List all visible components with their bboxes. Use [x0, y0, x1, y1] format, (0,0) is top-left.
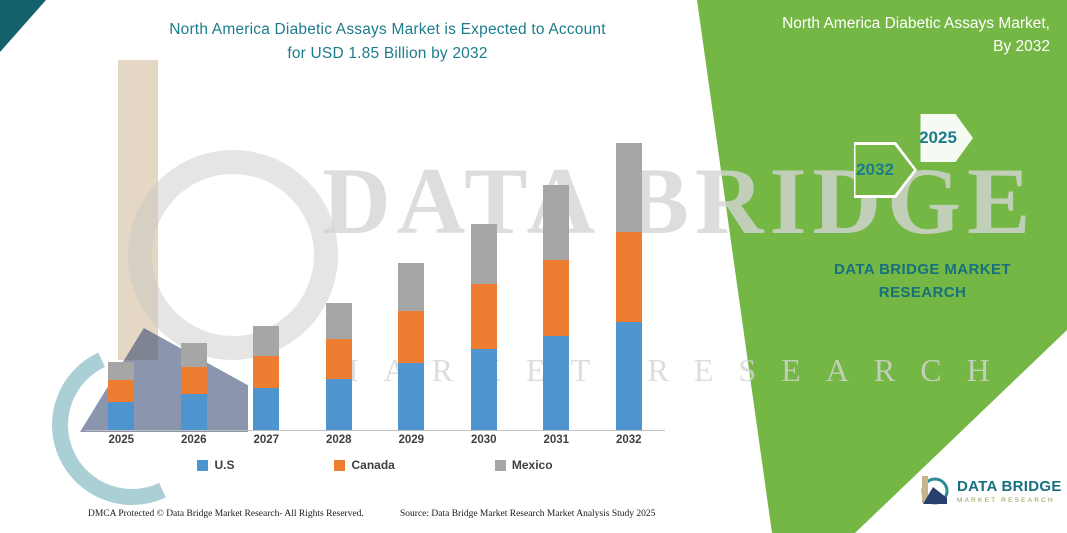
bar-stack-2026 [180, 343, 207, 430]
bar-stack-2032 [615, 143, 642, 430]
legend-swatch-canada [334, 459, 346, 471]
side-panel-heading-line2: By 2032 [993, 38, 1050, 55]
hexagon-2025-label: 2025 [919, 128, 957, 147]
bar-column-2026 [158, 120, 231, 430]
side-panel-brand-text: DATA BRIDGE MARKET RESEARCH [834, 261, 1011, 301]
x-tick-label-2031: 2031 [543, 434, 570, 446]
bar-segment-canada-2029 [398, 310, 425, 364]
bar-column-2032 [593, 120, 666, 430]
bar-segment-mexico-2031 [543, 185, 570, 260]
x-tick-label-2029: 2029 [398, 434, 425, 446]
footer-source-text: Source: Data Bridge Market Research Mark… [400, 509, 656, 519]
bar-segment-mexico-2027 [253, 326, 280, 356]
bar-segment-u-s-2030 [470, 349, 497, 430]
bar-segment-canada-2030 [470, 284, 497, 350]
logo-name: DATA BRIDGE [957, 478, 1062, 495]
bar-column-2027 [230, 120, 303, 430]
bar-segment-canada-2026 [180, 366, 207, 395]
bar-segment-u-s-2029 [398, 363, 425, 430]
chart-title-line2: for USD 1.85 Billion by 2032 [287, 45, 488, 62]
legend-item-canada: Canada [334, 458, 395, 472]
hexagon-2032: 2032 [854, 142, 917, 198]
legend: U.S Canada Mexico [85, 458, 665, 472]
bar-segment-u-s-2031 [543, 335, 570, 430]
footer-dmca-text: DMCA Protected © Data Bridge Market Rese… [88, 509, 364, 519]
bar-column-2029 [375, 120, 448, 430]
x-tick-label-2028: 2028 [325, 434, 352, 446]
bar-segment-canada-2032 [615, 231, 642, 322]
bar-stack-2031 [543, 185, 570, 430]
bar-stack-2027 [253, 326, 280, 430]
legend-label-mexico: Mexico [511, 458, 553, 472]
data-bridge-logo-icon [921, 476, 949, 505]
legend-label-canada: Canada [351, 458, 395, 472]
bars-row [85, 120, 665, 430]
x-tick-label-2026: 2026 [180, 434, 207, 446]
bar-column-2025 [85, 120, 158, 430]
bar-segment-mexico-2025 [108, 361, 135, 381]
bar-segment-mexico-2032 [615, 143, 642, 232]
x-tick-label-2025: 2025 [108, 434, 135, 446]
chart-title-line1: North America Diabetic Assays Market is … [169, 21, 606, 38]
bar-stack-2030 [470, 223, 497, 430]
bar-segment-canada-2028 [325, 338, 352, 379]
logo-tagline: MARKET RESEARCH [957, 497, 1055, 504]
xlabels-row: 2025 2026 2027 2028 2029 2030 2031 2032 [85, 434, 665, 446]
bar-segment-u-s-2028 [325, 378, 352, 430]
bar-segment-canada-2031 [543, 259, 570, 336]
bar-column-2030 [448, 120, 521, 430]
bar-segment-u-s-2027 [253, 388, 280, 430]
bar-segment-mexico-2026 [180, 343, 207, 367]
logo-text-block: DATA BRIDGE MARKET RESEARCH [957, 478, 1062, 504]
bar-segment-mexico-2030 [470, 223, 497, 285]
bar-segment-u-s-2032 [615, 321, 642, 430]
bar-segment-mexico-2028 [325, 302, 352, 339]
legend-label-u-s: U.S [214, 458, 235, 472]
bar-segment-mexico-2029 [398, 262, 425, 311]
bar-segment-canada-2025 [108, 380, 135, 403]
bar-column-2031 [520, 120, 593, 430]
bar-stack-2029 [398, 262, 425, 430]
bar-stack-2028 [325, 302, 352, 430]
bar-segment-canada-2027 [253, 355, 280, 389]
bar-segment-u-s-2025 [108, 402, 135, 430]
x-tick-label-2032: 2032 [615, 434, 642, 446]
legend-swatch-mexico [494, 459, 506, 471]
bar-segment-u-s-2026 [180, 394, 207, 430]
side-panel-heading-line1: North America Diabetic Assays Market, [782, 15, 1050, 32]
x-tick-label-2027: 2027 [253, 434, 280, 446]
plot-area [85, 120, 665, 431]
bar-stack-2025 [108, 361, 135, 430]
legend-item-u-s: U.S [197, 458, 234, 472]
chart-title: North America Diabetic Assays Market is … [55, 18, 720, 66]
corner-triangle-decoration [0, 0, 46, 52]
legend-item-mexico: Mexico [494, 458, 553, 472]
hexagon-2032-label: 2032 [856, 160, 894, 179]
x-tick-label-2030: 2030 [470, 434, 497, 446]
company-logo: DATA BRIDGE MARKET RESEARCH [916, 474, 1062, 508]
legend-swatch-u-s [197, 459, 209, 471]
bar-column-2028 [303, 120, 376, 430]
side-panel-heading: North America Diabetic Assays Market, By… [720, 12, 1050, 58]
